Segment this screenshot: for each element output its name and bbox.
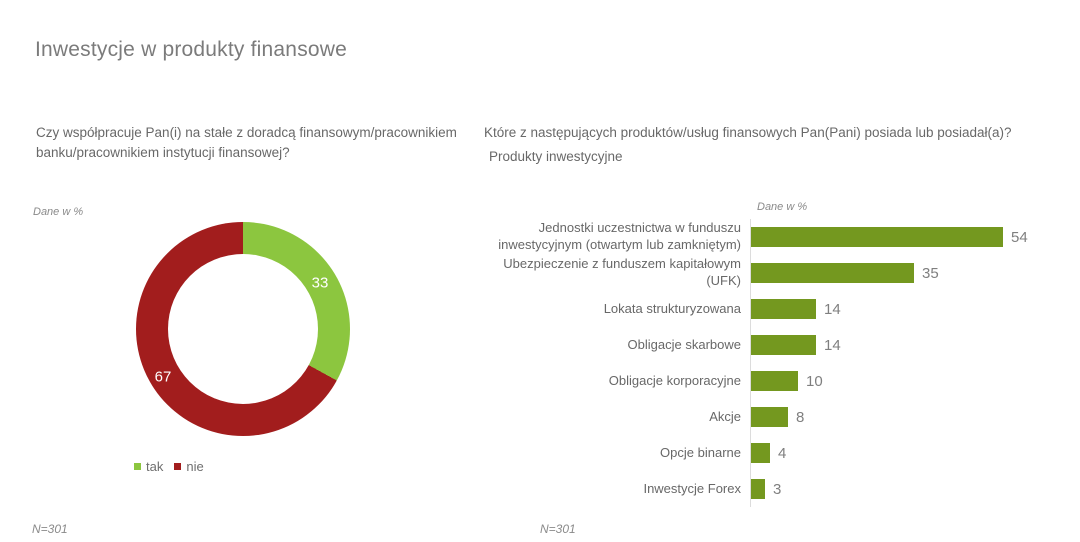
- bar-value-label: 8: [796, 408, 805, 426]
- bar-category-label: Akcje: [709, 408, 741, 424]
- left-sample-note: N=301: [32, 522, 68, 536]
- bar: [751, 263, 914, 283]
- bar-value-label: 10: [806, 372, 823, 390]
- bar: [751, 227, 1003, 247]
- bar-value-label: 3: [773, 480, 782, 498]
- legend-swatch-tak-icon: [134, 463, 141, 470]
- bar-row: Obligacje korporacyjne 10: [485, 363, 1060, 399]
- bar-category-label: Opcje binarne: [660, 444, 741, 460]
- donut-value-nie: 67: [154, 368, 172, 386]
- bar-value-label: 4: [778, 444, 787, 462]
- bar-row: Jednostki uczestnictwa w funduszu inwest…: [485, 219, 1060, 255]
- legend-item-tak: tak: [134, 459, 163, 474]
- bar-row: Ubezpieczenie z funduszem kapitałowym (U…: [485, 255, 1060, 291]
- bar: [751, 299, 816, 319]
- bar-category-label: Ubezpieczenie z funduszem kapitałowym (U…: [503, 256, 741, 288]
- bar: [751, 407, 788, 427]
- bar-value-label: 14: [824, 336, 841, 354]
- bar-category-label: Jednostki uczestnictwa w funduszu inwest…: [498, 220, 741, 252]
- bar: [751, 335, 816, 355]
- bar-track: 8: [750, 399, 1060, 435]
- bar-track: 3: [750, 471, 1060, 507]
- legend-item-nie: nie: [174, 459, 204, 474]
- right-data-note: Dane w %: [757, 201, 808, 213]
- bar-category-label: Obligacje skarbowe: [627, 336, 741, 352]
- bar-track: 4: [750, 435, 1060, 471]
- bar-category-label: Lokata strukturyzowana: [603, 300, 741, 316]
- left-question: Czy współpracuje Pan(i) na stałe z dorad…: [36, 125, 457, 160]
- bar-category-label: Obligacje korporacyjne: [608, 372, 741, 388]
- bar-track: 10: [750, 363, 1060, 399]
- bar-row: Akcje 8: [485, 399, 1060, 435]
- legend-label-nie: nie: [186, 459, 204, 474]
- bar-category-label: Inwestycje Forex: [643, 480, 741, 496]
- right-sample-note: N=301: [540, 522, 576, 536]
- bar-value-label: 35: [922, 264, 939, 282]
- bar: [751, 371, 798, 391]
- bar-track: 54: [750, 219, 1060, 255]
- bar: [751, 479, 765, 499]
- donut-legend: tak nie: [134, 459, 204, 474]
- bar-track: 35: [750, 255, 1060, 291]
- right-subtitle: Produkty inwestycyjne: [489, 149, 623, 164]
- bar-track: 14: [750, 291, 1060, 327]
- bar-row: Inwestycje Forex 3: [485, 471, 1060, 507]
- legend-swatch-nie-icon: [174, 463, 182, 470]
- donut-value-tak: 33: [311, 274, 329, 292]
- page-title: Inwestycje w produkty finansowe: [35, 38, 348, 61]
- left-data-note: Dane w %: [33, 206, 84, 218]
- bar-track: 14: [750, 327, 1060, 363]
- right-question: Które z następujących produktów/usług fi…: [484, 125, 1012, 140]
- bar-value-label: 14: [824, 300, 841, 318]
- bar-row: Opcje binarne 4: [485, 435, 1060, 471]
- bar-chart: Jednostki uczestnictwa w funduszu inwest…: [485, 219, 1060, 507]
- bar-value-label: 54: [1011, 228, 1028, 246]
- legend-label-tak: tak: [146, 459, 164, 474]
- bar-row: Obligacje skarbowe 14: [485, 327, 1060, 363]
- donut-chart: 33 67: [136, 222, 350, 436]
- bar-row: Lokata strukturyzowana 14: [485, 291, 1060, 327]
- bar: [751, 443, 770, 463]
